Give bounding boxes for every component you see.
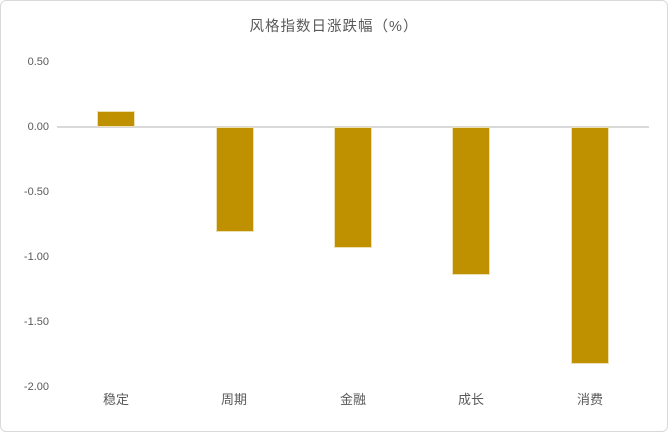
bar-金融 xyxy=(334,127,372,248)
x-axis-label-周期: 周期 xyxy=(220,392,247,407)
y-axis-tick-label: -1.00 xyxy=(23,251,49,263)
bar-稳定 xyxy=(97,111,135,127)
y-axis-tick-label: -1.50 xyxy=(23,316,49,328)
x-axis-label-消费: 消费 xyxy=(576,392,603,407)
x-axis-label-稳定: 稳定 xyxy=(102,392,129,407)
x-axis-label-金融: 金融 xyxy=(339,392,366,407)
bar-消费 xyxy=(571,127,609,364)
bar-成长 xyxy=(452,127,490,275)
y-axis-tick-label: -2.00 xyxy=(23,381,49,393)
y-axis-tick-label: 0.00 xyxy=(27,121,49,133)
x-axis-label-成长: 成长 xyxy=(457,392,484,407)
y-axis-tick-label: 0.50 xyxy=(27,56,49,68)
bar-周期 xyxy=(216,127,254,232)
y-axis-tick-label: -0.50 xyxy=(23,186,49,198)
chart-title: 风格指数日涨跌幅（%） xyxy=(249,19,419,35)
